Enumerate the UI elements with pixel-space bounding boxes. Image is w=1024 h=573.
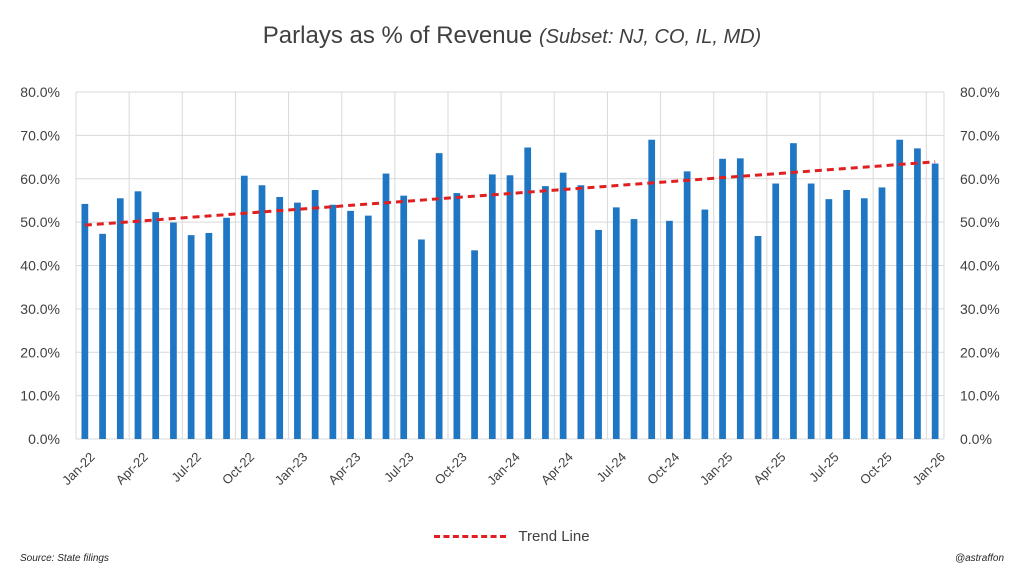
x-tick-label: Oct-25 — [857, 449, 895, 487]
y-tick-label-right: 50.0% — [960, 214, 1000, 230]
trend-line — [84, 160, 936, 227]
source-note: Source: State filings — [20, 553, 109, 564]
x-tick-label: Jul-25 — [806, 449, 842, 485]
y-tick-label-left: 40.0% — [20, 258, 60, 274]
bar — [772, 183, 780, 439]
bar — [258, 185, 266, 439]
y-tick-label-left: 0.0% — [28, 431, 60, 447]
x-tick-label: Apr-23 — [325, 449, 363, 487]
bar — [240, 175, 248, 439]
bar — [914, 148, 921, 439]
y-axis-left: 0.0% 10.0% 20.0% 30.0% 40.0% 50.0% 60.0% 70.0% 8… — [20, 84, 60, 447]
bar — [223, 217, 230, 439]
bar — [329, 204, 337, 439]
bar — [860, 198, 868, 439]
bar — [648, 139, 656, 439]
x-tick-label: Oct-22 — [219, 449, 257, 487]
x-tick-label: Jan-25 — [697, 449, 736, 488]
bar — [276, 196, 284, 439]
legend: Trend Line — [0, 528, 1024, 545]
trend-line-path — [84, 160, 936, 227]
y-tick-label-left: 70.0% — [20, 127, 60, 143]
x-tick-label: Apr-25 — [750, 449, 788, 487]
bar — [878, 187, 886, 439]
y-tick-label-right: 40.0% — [960, 258, 1000, 274]
x-tick-label: Jan-23 — [272, 449, 311, 488]
bar — [134, 191, 142, 439]
bar — [311, 190, 319, 439]
y-tick-label-left: 60.0% — [20, 171, 60, 187]
bar — [896, 139, 904, 439]
bar — [471, 250, 478, 439]
x-axis: Jan-22 Apr-22 Jul-22 Oct-22 Jan-23 Apr-23 Jul-… — [59, 449, 948, 488]
bar — [630, 219, 638, 439]
y-tick-label-left: 30.0% — [20, 301, 60, 317]
y-tick-label-right: 30.0% — [960, 301, 1000, 317]
bar — [152, 212, 160, 439]
bar — [294, 202, 301, 439]
bar — [99, 233, 106, 439]
bar — [701, 209, 709, 439]
y-tick-label-left: 80.0% — [20, 84, 60, 100]
bar — [382, 173, 390, 440]
bar — [170, 222, 177, 439]
bar — [683, 171, 691, 439]
x-tick-label: Oct-24 — [644, 449, 682, 487]
x-tick-label: Apr-22 — [113, 449, 151, 487]
y-tick-label-right: 70.0% — [960, 127, 1000, 143]
bar — [666, 220, 673, 439]
bar — [488, 174, 496, 439]
y-tick-label-left: 20.0% — [20, 344, 60, 360]
bar — [205, 232, 213, 439]
y-tick-label-left: 10.0% — [20, 388, 60, 404]
bar — [595, 229, 602, 439]
x-tick-label: Apr-24 — [538, 449, 576, 487]
y-tick-label-right: 0.0% — [960, 431, 992, 447]
legend-trend-label: Trend Line — [518, 528, 590, 545]
x-tick-label: Jan-24 — [484, 449, 523, 488]
bar — [790, 143, 797, 439]
bars — [81, 139, 939, 440]
bar — [364, 215, 372, 439]
bar — [612, 207, 620, 439]
y-tick-label-left: 50.0% — [20, 214, 60, 230]
bar — [418, 239, 425, 439]
x-tick-label: Oct-23 — [432, 449, 470, 487]
y-tick-label-right: 10.0% — [960, 388, 1000, 404]
legend-trend-swatch — [434, 535, 507, 538]
bar — [347, 210, 354, 439]
x-tick-label: Jul-22 — [168, 449, 204, 485]
chart-title: Parlays as % of Revenue (Subset: NJ, CO,… — [0, 22, 1024, 50]
bar — [559, 172, 567, 440]
credit-handle: @astraffon — [954, 553, 1004, 564]
x-tick-label: Jan-26 — [909, 449, 948, 488]
bar — [825, 199, 833, 439]
x-tick-label: Jan-22 — [59, 449, 98, 488]
bar — [807, 183, 815, 439]
bar — [577, 185, 585, 439]
bar — [754, 236, 762, 439]
bar — [524, 147, 532, 439]
bar — [400, 195, 408, 439]
bar — [843, 190, 850, 439]
bar — [435, 153, 443, 439]
y-tick-label-right: 20.0% — [960, 344, 1000, 360]
y-tick-label-right: 80.0% — [960, 84, 1000, 100]
bar — [719, 158, 726, 440]
title-subset: (Subset: NJ, CO, IL, MD) — [538, 26, 762, 48]
bar-chart: 0.0% 10.0% 20.0% 30.0% 40.0% 50.0% 60.0% 70.0% 8… — [20, 84, 1000, 488]
bar — [931, 163, 939, 439]
bar — [506, 175, 514, 439]
x-tick-label: Jul-23 — [381, 449, 417, 485]
y-tick-label-right: 60.0% — [960, 171, 1000, 187]
bar — [116, 198, 124, 439]
bar — [542, 186, 549, 439]
bar — [736, 158, 744, 439]
bar — [187, 235, 195, 439]
y-axis-right: 0.0% 10.0% 20.0% 30.0% 40.0% 50.0% 60.0% 70.0% 8… — [960, 84, 1000, 447]
bar — [453, 193, 461, 439]
x-tick-label: Jul-24 — [594, 449, 630, 485]
title-main: Parlays as % of Revenue — [262, 22, 539, 49]
bar — [81, 203, 89, 439]
